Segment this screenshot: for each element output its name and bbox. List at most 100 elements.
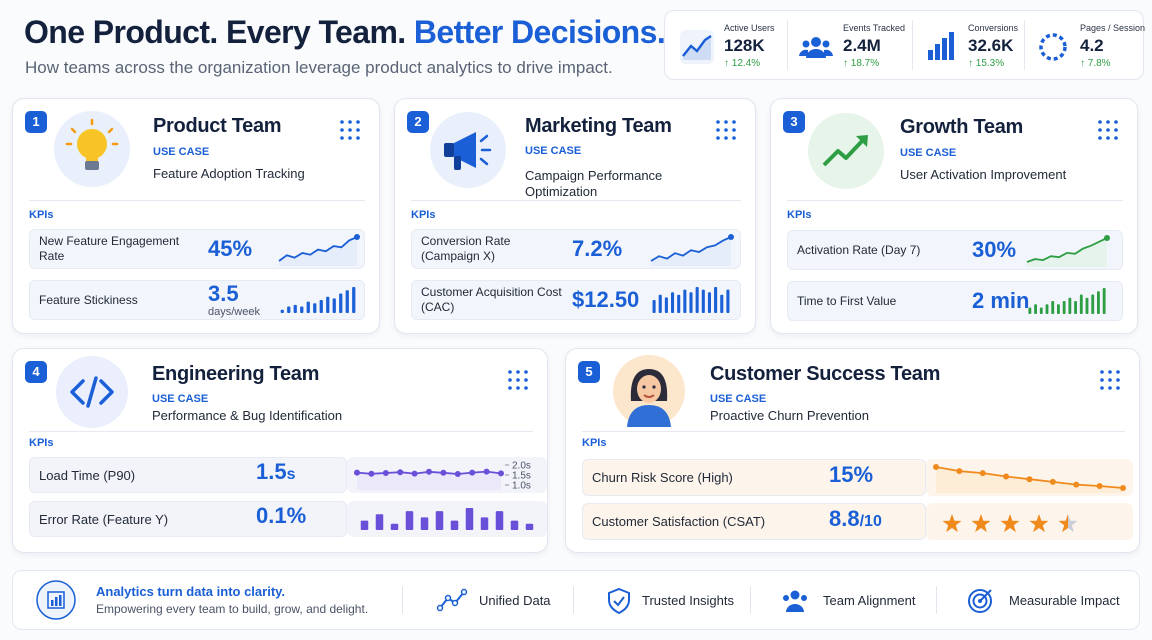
use-case-label: USE CASE xyxy=(900,147,957,159)
icon-part xyxy=(356,136,360,140)
kpi-value: $12.50 xyxy=(572,280,639,320)
team-icon xyxy=(56,356,128,428)
use-case: Campaign Performance Optimization xyxy=(525,168,663,199)
trend-point xyxy=(1026,476,1033,483)
sparkline xyxy=(1028,288,1106,314)
kpi-row xyxy=(29,457,347,493)
kpi-name: Customer Acquisition Cost (CAC) xyxy=(421,285,562,314)
icon-part xyxy=(479,134,492,166)
stat-value: 128K xyxy=(724,36,765,55)
icon-part xyxy=(613,596,625,607)
bar xyxy=(714,287,718,313)
footer-tagline: Empowering every team to build, grow, an… xyxy=(96,602,369,616)
use-case-label: USE CASE xyxy=(152,393,209,405)
bar xyxy=(726,289,730,313)
icon-part xyxy=(822,40,830,48)
icon-part xyxy=(65,118,119,146)
kpi-row xyxy=(787,281,1123,321)
bar xyxy=(1045,304,1049,314)
icon-part xyxy=(979,589,992,602)
icon-part xyxy=(55,597,58,606)
icon-part xyxy=(716,120,720,124)
trend-area xyxy=(279,237,357,266)
bar xyxy=(1028,307,1032,314)
kpi-value: 0.1% xyxy=(256,501,306,537)
sparkline xyxy=(1026,235,1110,267)
icon-part xyxy=(356,128,360,132)
kpi-number: 30% xyxy=(972,237,1017,262)
icon-part xyxy=(968,589,992,613)
team-icon xyxy=(613,355,685,427)
icon-part xyxy=(1116,370,1120,374)
icon-part xyxy=(822,137,866,167)
stat-icon xyxy=(799,37,833,58)
bar xyxy=(326,296,330,313)
icon-part xyxy=(808,113,884,189)
kpi-name: Customer Satisfaction (CSAT) xyxy=(592,514,766,529)
icon-part xyxy=(724,136,728,140)
stat-label: Active Users xyxy=(724,23,775,33)
footer-item: Trusted Insights xyxy=(642,593,735,608)
icon-part xyxy=(627,405,671,427)
trend-point xyxy=(411,470,418,477)
kpi-value: 1.5 s xyxy=(256,457,296,493)
icon-part xyxy=(682,35,712,57)
stat-separator xyxy=(1024,20,1025,70)
title-main: One Product. Every Team. xyxy=(24,14,406,50)
bar xyxy=(390,523,399,530)
trend-point xyxy=(354,469,360,476)
kpi-number: 45% xyxy=(208,236,253,261)
icon-part xyxy=(856,135,868,147)
team-name: Product Team xyxy=(153,115,282,137)
sparkline: 2.0s1.5s1.0s xyxy=(354,461,531,492)
bar xyxy=(1034,304,1037,314)
bar xyxy=(319,300,323,313)
team-name: Engineering Team xyxy=(152,363,320,385)
icon-part xyxy=(643,394,655,398)
bar xyxy=(689,292,693,313)
bar xyxy=(720,294,724,313)
kpi-number: 0.1% xyxy=(256,503,307,528)
stat-value: 2.4M xyxy=(843,36,881,55)
team-icon xyxy=(808,113,884,189)
icon-part xyxy=(107,127,114,134)
trend-point xyxy=(368,470,375,477)
kpi-row xyxy=(29,280,365,320)
divider xyxy=(29,200,365,201)
icon-part xyxy=(732,128,736,132)
kpis-label: KPIs xyxy=(29,437,54,449)
icon-part xyxy=(516,370,520,374)
footer-separator xyxy=(936,586,937,614)
icon-part xyxy=(716,136,720,140)
team-name: Marketing Team xyxy=(525,115,672,137)
icon-part xyxy=(454,156,461,170)
menu-dots xyxy=(1098,120,1118,140)
icon-part xyxy=(439,591,465,609)
trend-area xyxy=(651,237,731,266)
divider xyxy=(582,431,1125,432)
trend-point xyxy=(728,234,734,240)
icon-part xyxy=(508,386,512,390)
divider xyxy=(411,200,741,201)
kpi-number: 7.2% xyxy=(572,236,623,261)
bar xyxy=(480,517,489,530)
icon-part xyxy=(637,375,661,403)
icon-part xyxy=(683,36,711,60)
icon-part xyxy=(972,593,988,609)
bar xyxy=(1079,294,1083,314)
trend-point xyxy=(1120,485,1126,491)
sparkline xyxy=(933,464,1126,493)
icon-part xyxy=(85,161,99,170)
footer-item-icon xyxy=(436,588,468,612)
icon-part xyxy=(608,587,630,615)
use-case: Feature Adoption Tracking xyxy=(153,166,305,181)
bar xyxy=(495,511,504,530)
trend-line xyxy=(1026,237,1108,263)
kpi-row xyxy=(582,459,926,496)
bar xyxy=(332,298,336,313)
icon-part xyxy=(1039,33,1067,61)
trend-point xyxy=(469,469,476,476)
icon-part xyxy=(1106,128,1110,132)
sparkline xyxy=(942,514,1078,533)
